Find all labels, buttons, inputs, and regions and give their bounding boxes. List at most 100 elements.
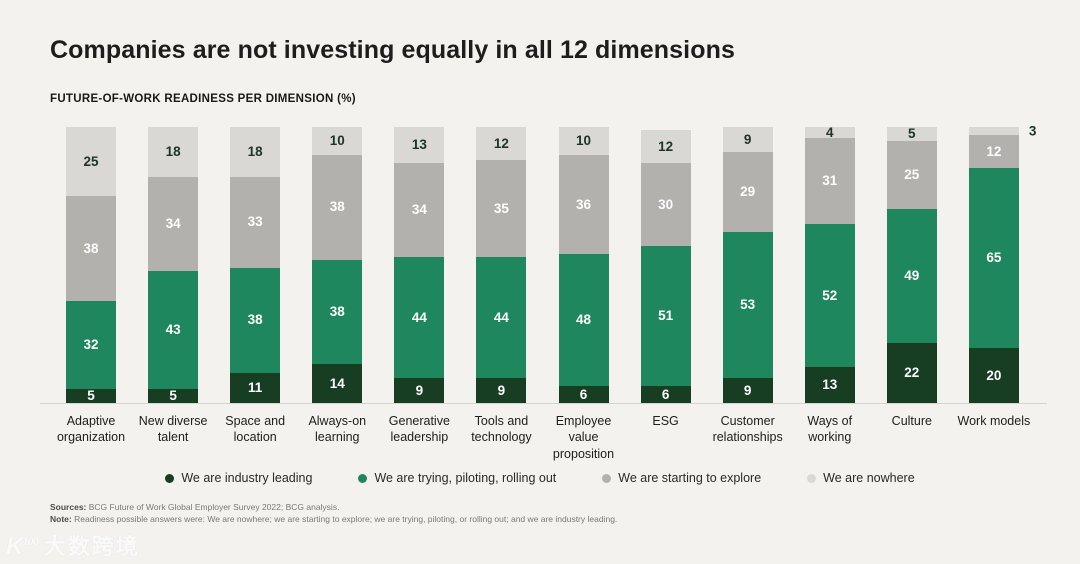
x-axis-line xyxy=(40,403,1047,404)
note-label: Note: xyxy=(50,514,72,525)
watermark-logo-icon: K100 xyxy=(6,533,39,560)
bar-segment: 12 xyxy=(640,129,691,163)
bar-value-label: 20 xyxy=(986,367,1002,383)
bar-segment: 38 xyxy=(66,196,117,301)
chart-subtitle: FUTURE-OF-WORK READINESS PER DIMENSION (… xyxy=(50,93,356,105)
category-label: Work models xyxy=(957,414,1031,428)
bar-value-label: 3 xyxy=(1028,123,1037,139)
bar-value-label: 6 xyxy=(579,386,588,402)
stacked-bar: 14 38 38 10 xyxy=(312,127,363,403)
bar-value-label: 33 xyxy=(247,214,263,230)
bar-column: 14 38 38 10 Always-on learning xyxy=(296,127,378,462)
stacked-bar: 6 48 36 10 xyxy=(558,127,609,403)
bar-segment: 6 xyxy=(640,386,691,403)
legend-dot-icon xyxy=(807,473,817,483)
bar-column: 9 44 34 13 Generative leadership xyxy=(378,127,460,462)
bar-segment: 6 xyxy=(558,386,609,403)
bar-segment: 36 xyxy=(558,154,609,254)
bar-segment: 30 xyxy=(640,162,691,246)
stacked-bar: 9 44 35 12 xyxy=(476,127,527,403)
page-title: Companies are not investing equally in a… xyxy=(50,36,735,64)
bar-segment: 35 xyxy=(476,160,527,257)
bar-segment: 33 xyxy=(230,176,281,268)
bar-segment: 53 xyxy=(722,231,773,379)
stacked-bar: 20 65 12 3 xyxy=(968,124,1036,403)
legend-label: We are nowhere xyxy=(823,471,915,485)
bar-value-label: 5 xyxy=(908,126,916,142)
bar-segment: 38 xyxy=(312,259,363,365)
bar-segment: 4 xyxy=(804,126,855,139)
bars-row: 5 32 38 25 Adaptive organization 5 4 3 34 18 New d… xyxy=(50,124,1036,462)
bar-segment: 44 xyxy=(394,256,445,379)
bar-value-label: 9 xyxy=(497,382,506,398)
category-label: Generative leadership xyxy=(388,414,450,445)
note-text: Readiness possible answers were: We are … xyxy=(71,514,618,525)
bar-value-label: 10 xyxy=(575,133,592,149)
legend-item: We are trying, piloting, rolling out xyxy=(358,471,556,485)
bar-value-label: 9 xyxy=(743,382,752,398)
bar-value-label: 6 xyxy=(661,386,670,402)
category-label: Employee value proposition xyxy=(552,414,615,461)
bar-segment: 34 xyxy=(148,176,199,271)
bar-segment: 51 xyxy=(640,245,691,387)
bar-value-label: 14 xyxy=(329,375,345,391)
bar-column: 22 49 25 5 Culture xyxy=(871,127,953,462)
bar-value-label: 32 xyxy=(83,337,99,353)
watermark-text: 大数跨境 xyxy=(43,534,140,559)
bar-segment: 3 xyxy=(968,124,1036,137)
legend: We are industry leading We are trying, pi… xyxy=(0,471,1080,485)
bar-segment: 9 xyxy=(476,378,527,403)
bar-value-label: 13 xyxy=(411,137,427,153)
bar-segment: 9 xyxy=(722,378,773,403)
bar-segment: 5 xyxy=(148,389,199,403)
bar-value-label: 34 xyxy=(165,215,181,231)
category-label: Space and location xyxy=(225,414,286,445)
bar-value-label: 5 xyxy=(87,388,95,404)
bar-segment: 22 xyxy=(886,342,937,403)
bar-value-label: 11 xyxy=(248,380,263,396)
stacked-bar: 11 38 33 18 xyxy=(230,127,281,403)
bar-column: 6 51 30 12 ESG xyxy=(625,127,707,462)
legend-label: We are industry leading xyxy=(181,471,313,485)
category-label: Customer relationships xyxy=(712,414,783,445)
bar-value-label: 18 xyxy=(247,144,263,160)
bar-segment: 18 xyxy=(230,127,281,177)
stacked-bar: 9 53 29 9 xyxy=(722,127,773,403)
sources-text: BCG Future of Work Global Employer Surve… xyxy=(86,502,340,512)
stacked-bar: 13 52 31 4 xyxy=(804,126,855,403)
category-label: Culture xyxy=(891,414,932,428)
bar-value-label: 29 xyxy=(740,184,756,200)
bar-segment: 12 xyxy=(476,127,527,161)
bar-value-label: 38 xyxy=(329,304,345,320)
sources-line: Sources: BCG Future of Work Global Emplo… xyxy=(50,501,617,513)
bar-value-label: 22 xyxy=(904,365,920,381)
stacked-bar: 22 49 25 5 xyxy=(886,126,937,403)
bar-value-label: 30 xyxy=(658,196,674,212)
bar-segment: 38 xyxy=(230,267,281,373)
stacked-bar: 5 32 38 25 xyxy=(66,127,117,404)
bar-segment: 25 xyxy=(66,127,117,197)
bar-value-label: 35 xyxy=(493,200,509,216)
bar-value-label: 48 xyxy=(575,312,592,328)
chart-area: 5 32 38 25 Adaptive organization 5 4 3 34 18 New d… xyxy=(40,124,1047,462)
bar-value-label: 34 xyxy=(411,202,427,218)
category-label: Adaptive organization xyxy=(56,414,126,445)
bar-column: 11 38 33 18 Space and location xyxy=(214,127,296,462)
legend-dot-icon xyxy=(602,473,612,483)
bar-value-label: 51 xyxy=(658,308,674,324)
category-label: New diverse talent xyxy=(138,414,208,445)
stacked-bar: 6 51 30 12 xyxy=(640,127,691,403)
legend-dot-icon xyxy=(358,473,368,483)
bar-segment: 52 xyxy=(804,223,855,368)
bar-segment: 49 xyxy=(886,208,937,343)
legend-dot-icon xyxy=(165,473,175,483)
bar-column: 6 48 36 10 Employee value proposition xyxy=(542,127,624,462)
bar-segment: 29 xyxy=(722,151,773,232)
bar-segment: 18 xyxy=(148,127,199,177)
bar-value-label: 25 xyxy=(83,153,99,169)
bar-segment: 12 xyxy=(968,135,1019,169)
bar-segment: 31 xyxy=(804,138,855,224)
bar-value-label: 12 xyxy=(658,138,674,154)
bar-segment: 9 xyxy=(722,127,773,152)
bar-segment: 10 xyxy=(312,127,363,155)
